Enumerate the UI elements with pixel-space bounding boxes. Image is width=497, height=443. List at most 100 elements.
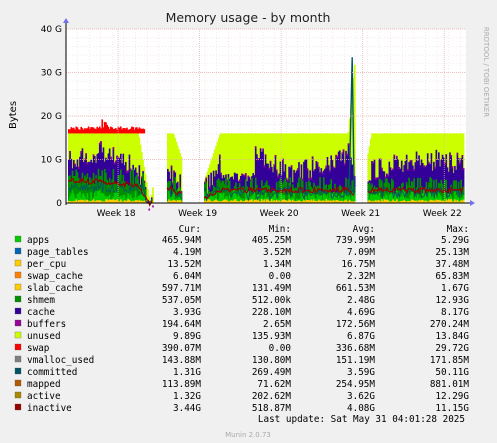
area-slab-cache: [412, 199, 414, 203]
area-apps: [77, 193, 80, 203]
area-slab-cache: [278, 200, 281, 203]
area-apps: [369, 193, 372, 203]
area-shmem: [82, 178, 85, 203]
area-shmem: [392, 180, 394, 203]
area-buffers: [462, 168, 465, 171]
area-buffers: [238, 179, 241, 182]
area-swap: [113, 128, 116, 134]
area-buffers: [143, 180, 146, 183]
area-slab-cache: [254, 199, 257, 203]
area-buffers: [209, 186, 211, 189]
area-buffers: [456, 152, 459, 155]
area-apps: [403, 191, 406, 203]
area-slab-cache: [90, 201, 92, 203]
area-unused: [175, 141, 178, 203]
area-slab-cache: [457, 201, 460, 203]
area-slab-cache: [279, 201, 282, 203]
area-slab-cache: [225, 199, 227, 203]
area-swap: [98, 126, 101, 134]
area-slab-cache: [210, 201, 212, 203]
area-cache: [342, 149, 345, 203]
area-apps: [235, 192, 237, 203]
area-apps: [300, 193, 303, 203]
area-apps: [173, 191, 175, 203]
area-unused: [287, 133, 289, 203]
area-slab-cache: [322, 200, 325, 203]
area-buffers: [247, 175, 250, 178]
area-slab-cache: [248, 199, 251, 203]
area-apps: [93, 191, 96, 203]
area-unused: [174, 138, 177, 203]
area-unused: [176, 145, 179, 203]
area-buffers: [392, 168, 394, 171]
area-buffers: [277, 175, 279, 178]
area-apps: [207, 193, 210, 203]
legend-avg-apps: 739.99M: [336, 235, 376, 246]
area-shmem: [272, 190, 274, 203]
area-apps: [277, 198, 279, 203]
area-slab-cache: [205, 199, 208, 203]
area-swap: [69, 129, 71, 134]
area-apps: [81, 193, 84, 203]
area-apps: [462, 195, 465, 203]
area-slab-cache: [393, 200, 396, 203]
area-slab-cache: [98, 200, 101, 203]
area-shmem: [107, 181, 110, 203]
area-unused: [248, 133, 251, 203]
area-slab-cache: [176, 199, 179, 203]
area-swap: [124, 128, 127, 134]
area-slab-cache: [110, 199, 112, 203]
area-buffers: [451, 166, 454, 169]
area-slab-cache: [251, 199, 253, 203]
area-slab-cache: [256, 199, 258, 203]
area-swap: [128, 129, 131, 134]
area-shmem: [262, 186, 264, 203]
legend-cur-apps: 465.94M: [162, 235, 202, 246]
area-shmem: [112, 169, 115, 203]
area-slab-cache: [456, 199, 459, 203]
area-apps: [86, 193, 89, 203]
legend-max-unused: 13.84G: [435, 331, 469, 342]
area-apps: [168, 190, 170, 203]
area-apps: [345, 195, 347, 203]
area-cache: [436, 159, 439, 203]
area-unused: [283, 133, 285, 203]
area-slab-cache: [74, 201, 76, 203]
area-swap: [118, 127, 121, 134]
area-slab-cache: [249, 199, 252, 203]
area-apps: [107, 196, 110, 203]
area-slab-cache: [377, 199, 380, 203]
area-slab-cache: [398, 201, 401, 203]
area-cache: [110, 156, 112, 203]
area-apps: [324, 194, 326, 203]
area-apps: [231, 198, 233, 203]
area-shmem: [317, 186, 320, 203]
line-committed-spike: [348, 57, 355, 195]
area-swap: [77, 129, 80, 134]
area-slab-cache: [70, 201, 73, 203]
legend-header-cur: Cur:: [179, 224, 201, 235]
area-swap: [76, 127, 79, 134]
area-apps: [384, 193, 387, 203]
area-buffers: [398, 167, 401, 170]
area-slab-cache: [326, 200, 329, 203]
area-slab-cache: [352, 201, 355, 203]
area-shmem: [315, 187, 318, 203]
area-swap: [72, 127, 75, 134]
area-unused: [220, 133, 222, 203]
area-apps: [339, 199, 341, 203]
area-shmem: [450, 184, 453, 203]
area-cache: [398, 167, 401, 203]
area-cache: [108, 148, 111, 203]
area-swap: [95, 128, 97, 134]
area-cache: [262, 148, 264, 203]
area-apps: [222, 192, 225, 203]
area-cache: [258, 158, 261, 203]
area-cache: [340, 161, 342, 203]
area-unused: [131, 133, 133, 203]
area-unused: [402, 133, 404, 203]
legend-cur-unused: 9.89G: [173, 331, 201, 342]
area-apps: [410, 192, 413, 203]
area-shmem: [134, 176, 137, 203]
area-buffers: [268, 167, 271, 170]
